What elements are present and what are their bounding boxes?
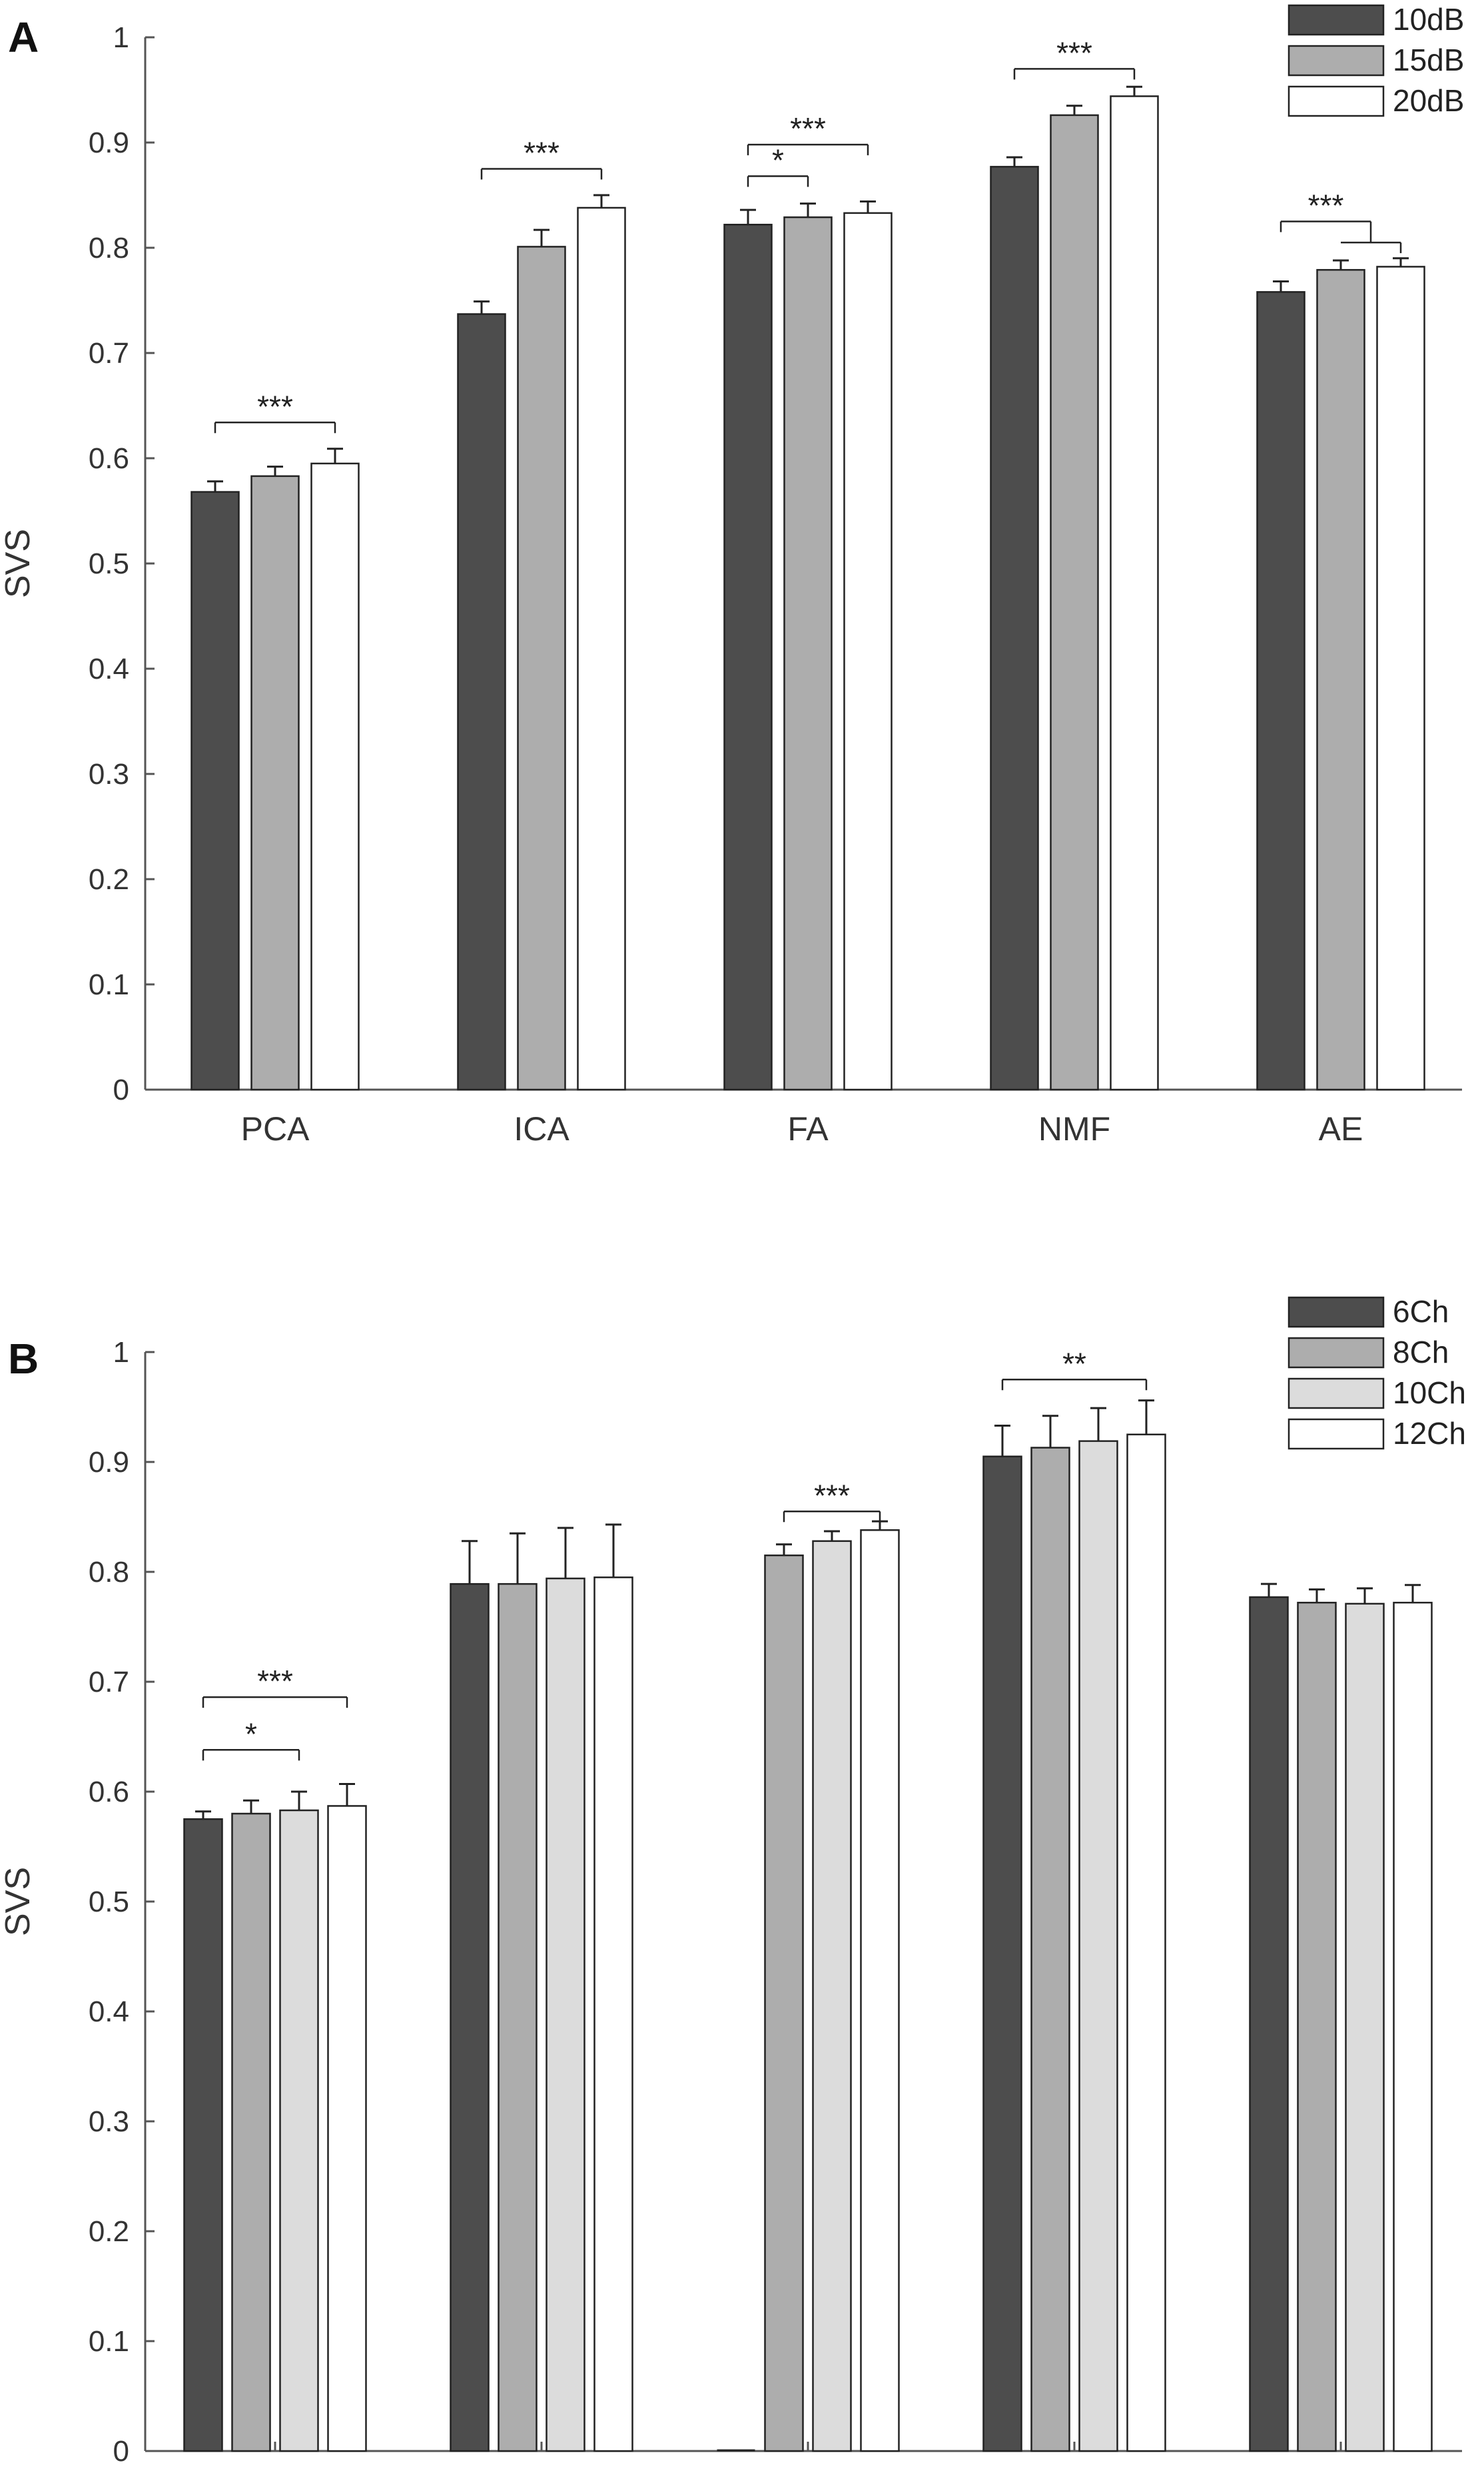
bar xyxy=(1393,1601,1433,2452)
legend-swatch xyxy=(1288,1377,1385,1409)
legend-swatch xyxy=(1288,1296,1385,1328)
bar xyxy=(990,166,1039,1091)
y-tick-label: 0.1 xyxy=(89,2325,129,2358)
legend-swatch xyxy=(1288,1337,1385,1369)
category-label: AE xyxy=(1319,1110,1363,1148)
bar xyxy=(1256,291,1305,1091)
bar xyxy=(231,1812,271,2452)
y-tick-label: 0.6 xyxy=(89,442,129,475)
y-tick-label: 0.9 xyxy=(89,127,129,159)
panel-label: A xyxy=(8,13,39,61)
significance-label: *** xyxy=(524,136,559,171)
legend-label: 10Ch xyxy=(1393,1375,1466,1410)
bar xyxy=(1249,1596,1289,2452)
bar xyxy=(498,1583,538,2452)
bar xyxy=(1316,268,1365,1091)
y-tick-label: 0.7 xyxy=(89,1666,129,1698)
legend-label: 20dB xyxy=(1393,83,1464,118)
panel-label: B xyxy=(8,1335,39,1383)
y-tick-label: 1 xyxy=(113,21,129,54)
bar xyxy=(517,246,566,1091)
y-tick-label: 0.3 xyxy=(89,2105,129,2138)
bar xyxy=(577,206,626,1091)
y-tick-label: 0.5 xyxy=(89,547,129,580)
bar xyxy=(1078,1440,1118,2452)
y-tick-label: 0.2 xyxy=(89,863,129,896)
bar xyxy=(1376,266,1425,1091)
category-label: ICA xyxy=(514,2472,569,2475)
y-tick-label: 0 xyxy=(113,1074,129,1106)
y-tick-label: 0.8 xyxy=(89,232,129,264)
significance-label: * xyxy=(245,1716,257,1751)
legend-swatch xyxy=(1288,1418,1385,1450)
y-tick-label: 0.8 xyxy=(89,1556,129,1589)
bar xyxy=(1030,1447,1070,2452)
category-label: AE xyxy=(1319,2472,1363,2475)
category-label: NMF xyxy=(1038,2472,1110,2475)
category-label: FA xyxy=(787,1110,829,1148)
significance-label: *** xyxy=(790,111,826,146)
y-tick-label: 0.4 xyxy=(89,1995,129,2028)
category-label: PCA xyxy=(241,2472,310,2475)
bar xyxy=(546,1577,585,2452)
bar xyxy=(250,475,300,1091)
bar xyxy=(457,313,506,1091)
legend-swatch xyxy=(1288,45,1385,77)
bar xyxy=(327,1805,367,2452)
y-tick-label: 0.5 xyxy=(89,1886,129,1918)
bar xyxy=(183,1818,223,2452)
bar xyxy=(723,223,773,1091)
category-label: NMF xyxy=(1038,1110,1110,1148)
bar xyxy=(764,1555,804,2452)
significance-label: *** xyxy=(1056,35,1092,70)
y-tick-label: 0.4 xyxy=(89,653,129,685)
y-tick-label: 0.7 xyxy=(89,337,129,370)
y-tick-label: 0.1 xyxy=(89,968,129,1001)
legend-label: 15dB xyxy=(1393,43,1464,77)
bar xyxy=(279,1809,319,2452)
significance-label: *** xyxy=(257,389,293,424)
legend-label: 8Ch xyxy=(1393,1335,1449,1369)
bar xyxy=(450,1583,490,2452)
significance-label: ** xyxy=(1062,1346,1086,1381)
significance-label: *** xyxy=(257,1664,293,1698)
legend-label: 10dB xyxy=(1393,2,1464,37)
legend-swatch xyxy=(1288,4,1385,36)
category-label: ICA xyxy=(514,1110,569,1148)
bar xyxy=(982,1455,1022,2452)
y-tick-label: 0.9 xyxy=(89,1446,129,1479)
legend-label: 6Ch xyxy=(1393,1294,1449,1329)
y-axis-title: SVS xyxy=(0,1867,37,1936)
y-tick-label: 0.2 xyxy=(89,2215,129,2248)
bar xyxy=(190,491,240,1091)
bar xyxy=(310,462,360,1091)
panel-b: B 0 0.1 0.2 0.3 0.4 0.5 0.6 0.7 0.8 0.9 1 SVS PCA ICA F… xyxy=(0,1294,1466,2475)
bar xyxy=(1345,1602,1385,2452)
significance-label: * xyxy=(772,143,784,178)
significance-label: *** xyxy=(1308,188,1344,223)
bar xyxy=(1126,1433,1166,2452)
category-label: PCA xyxy=(241,1110,310,1148)
category-label: FA xyxy=(787,2472,829,2475)
significance-label: *** xyxy=(814,1478,850,1513)
bar xyxy=(1050,114,1099,1091)
legend-swatch xyxy=(1288,85,1385,117)
y-tick-label: 0.6 xyxy=(89,1776,129,1808)
bar xyxy=(1297,1601,1337,2452)
y-tick-label: 1 xyxy=(113,1336,129,1369)
bar xyxy=(860,1529,900,2452)
y-tick-label: 0 xyxy=(113,2435,129,2468)
y-tick-label: 0.3 xyxy=(89,758,129,791)
bar xyxy=(812,1540,852,2452)
panel-a: A 0 0.1 0.2 0.3 0.4 0.5 0.6 0.7 0.8 0.9 1 SVS PCA ICA F… xyxy=(0,2,1464,1148)
bar xyxy=(1110,95,1159,1091)
legend-label: 12Ch xyxy=(1393,1416,1466,1451)
bar xyxy=(593,1577,633,2452)
y-axis-title: SVS xyxy=(0,529,37,598)
bar xyxy=(843,212,893,1091)
bar xyxy=(783,216,833,1091)
